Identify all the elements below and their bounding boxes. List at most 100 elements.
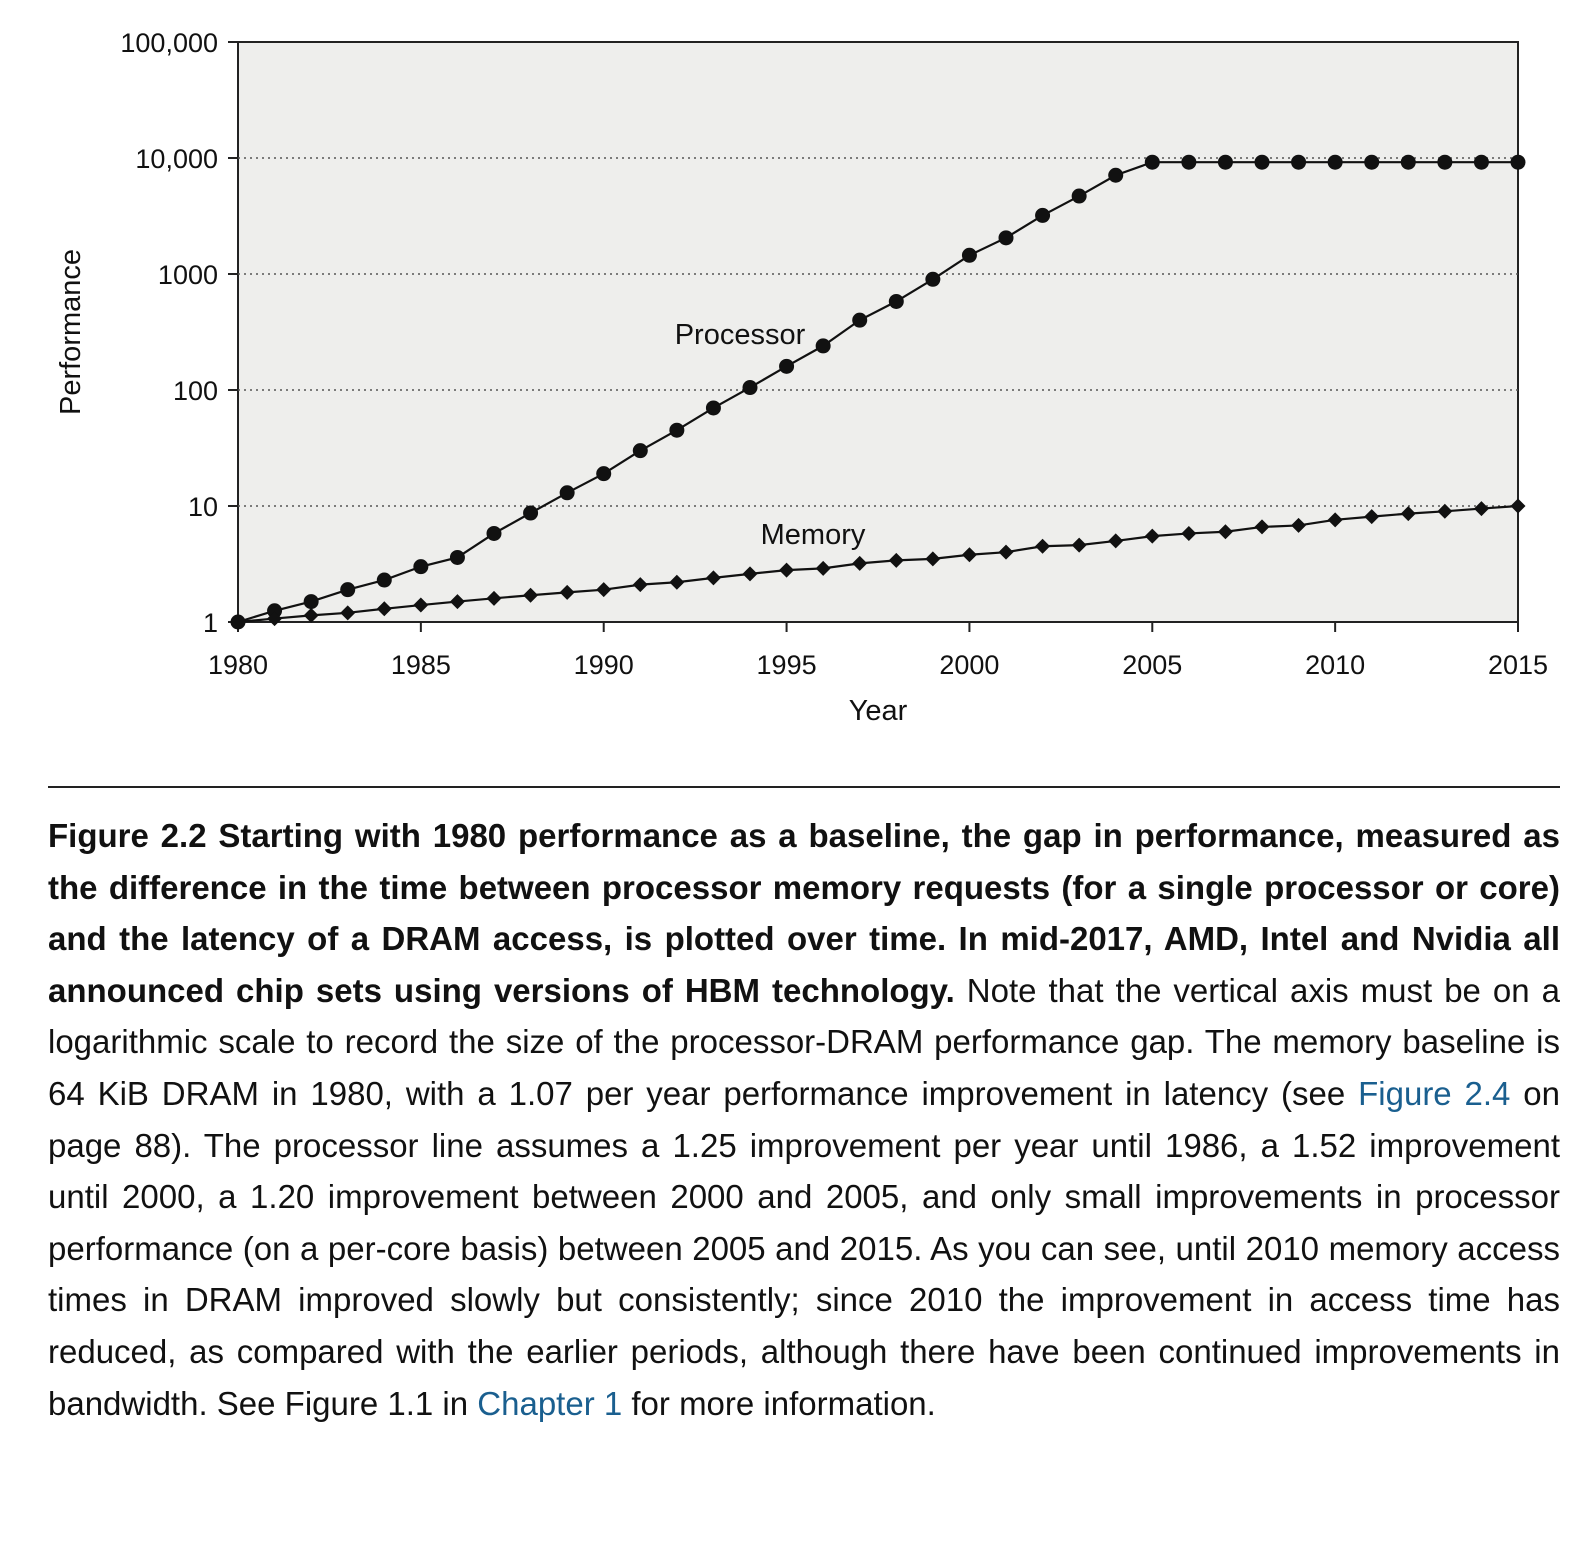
point-processor [1254,154,1270,170]
point-memory [523,587,539,603]
caption-text-3: for more information. [622,1384,936,1422]
series-markers [230,154,1526,630]
caption-text-2: on page 88). The processor line assumes … [48,1074,1560,1422]
point-processor [1400,154,1416,170]
point-memory [705,570,721,586]
point-memory [632,577,648,593]
point-processor [1327,154,1343,170]
point-memory [340,605,356,621]
point-processor [998,230,1014,246]
point-memory [669,574,685,590]
point-memory [1071,537,1087,553]
point-memory [449,594,465,610]
x-tick-label: 2010 [1305,650,1365,680]
point-processor [852,312,868,328]
x-tick-label: 2000 [939,650,999,680]
point-memory [1254,519,1270,535]
point-memory [1437,503,1453,519]
point-processor [961,247,977,263]
point-memory [1510,498,1526,514]
point-memory [1181,525,1197,541]
point-memory [925,551,941,567]
point-processor [596,466,612,482]
point-processor [1510,154,1526,170]
x-tick-label: 1990 [574,650,634,680]
y-tick-label: 1000 [158,260,218,290]
point-processor [449,549,465,565]
point-memory [1217,524,1233,540]
y-tick-label: 100,000 [120,28,218,58]
point-memory [1144,528,1160,544]
y-tick-label: 1 [203,608,218,638]
point-processor [669,422,685,438]
y-tick-label: 10,000 [135,144,218,174]
x-tick-label: 2015 [1488,650,1548,680]
figure-2-4-link[interactable]: Figure 2.4 [1358,1074,1511,1112]
y-axis-ticks: 1 10 100 1000 10,000 100,000 [120,28,238,638]
point-memory [1291,517,1307,533]
point-processor [523,505,539,521]
point-processor [413,559,429,575]
point-memory [998,544,1014,560]
point-processor [925,271,941,287]
caption-divider [48,786,1560,788]
point-processor [1071,188,1087,204]
x-tick-label: 1980 [208,650,268,680]
point-memory [888,552,904,568]
point-processor [1035,207,1051,223]
point-processor [705,400,721,416]
point-processor [486,525,502,541]
point-memory [413,597,429,613]
point-memory [1327,512,1343,528]
performance-chart: 1 10 100 1000 10,000 100,000 1980 1985 1990 1995… [55,28,1548,727]
point-processor [1291,154,1307,170]
y-axis-title: Performance [55,249,87,415]
point-processor [1437,154,1453,170]
point-memory [230,614,246,630]
figure-caption: Figure 2.2 Starting with 1980 performanc… [48,810,1560,1429]
point-processor [815,338,831,354]
chapter-1-link[interactable]: Chapter 1 [477,1384,623,1422]
point-processor [303,594,319,610]
point-processor [1217,154,1233,170]
y-tick-label: 100 [173,376,218,406]
point-processor [1181,154,1197,170]
series-label-memory: Memory [761,519,866,551]
point-processor [888,293,904,309]
x-axis-ticks: 1980 1985 1990 1995 2000 2005 2010 2015 [208,622,1548,680]
series-label-processor: Processor [675,319,806,351]
point-memory [1364,509,1380,525]
x-axis-title: Year [849,695,908,727]
point-processor [559,485,575,501]
point-processor [267,603,283,619]
point-processor [376,572,392,588]
point-processor [779,358,795,374]
point-processor [1144,154,1160,170]
point-processor [742,380,758,396]
point-memory [486,590,502,606]
y-tick-label: 10 [188,492,218,522]
point-memory [303,607,319,623]
caption-bold: Figure 2.2 Starting with 1980 performanc… [48,817,1560,1009]
x-tick-label: 1985 [391,650,451,680]
point-memory [1400,506,1416,522]
point-memory [559,584,575,600]
caption-text-1: Note that the vertical axis must be on a… [48,971,1560,1112]
point-memory [779,562,795,578]
point-memory [961,547,977,563]
point-memory [742,566,758,582]
point-memory [1108,533,1124,549]
point-processor [1108,167,1124,183]
point-memory [852,555,868,571]
x-tick-label: 1995 [757,650,817,680]
point-memory [1473,501,1489,517]
point-memory [815,560,831,576]
point-processor [1364,154,1380,170]
point-memory [1035,538,1051,554]
point-memory [596,582,612,598]
point-processor [340,582,356,598]
point-memory [376,601,392,617]
point-processor [1473,154,1489,170]
x-tick-label: 2005 [1122,650,1182,680]
point-processor [632,443,648,459]
